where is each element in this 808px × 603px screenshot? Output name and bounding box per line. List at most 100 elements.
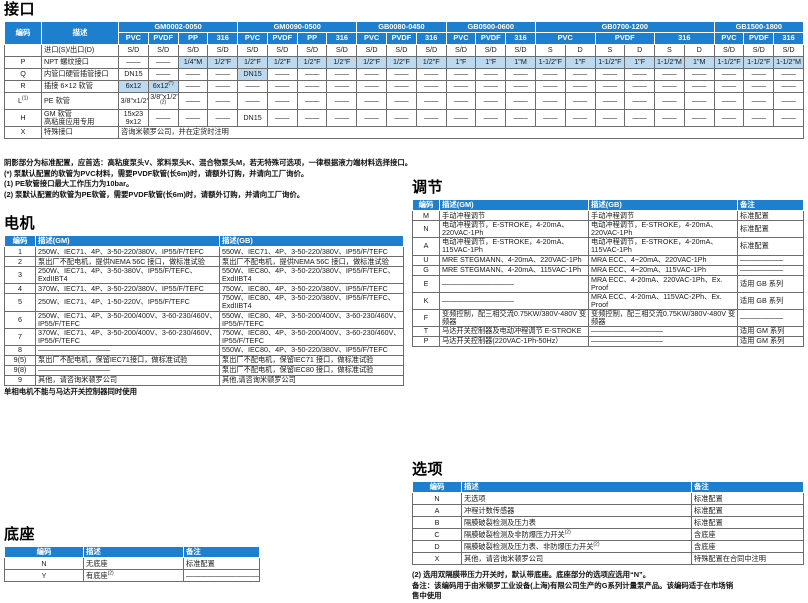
regulation-col-desc-gb: 描述(GB) xyxy=(588,198,738,212)
option-row-remark: 标准配置 xyxy=(691,516,804,530)
interface-cell: S/D xyxy=(445,43,477,57)
interface-cell: 1-1/2"F xyxy=(713,55,745,69)
interface-material-GB0700-1200-PVC: PVC xyxy=(534,32,596,45)
motor-row-desc-gb: 750W、IEC80、4P、3-50-220/380V、IP55/F/TEFC、… xyxy=(219,293,404,312)
interface-cell: —— xyxy=(296,108,328,127)
interface-cell: —— xyxy=(266,91,298,110)
interface-col-code: 编码 xyxy=(4,21,42,45)
regulation-row-code: F xyxy=(412,308,440,327)
interface-row-desc: 插接 6×12 软管 xyxy=(41,79,119,93)
interface-cell: —— xyxy=(624,79,656,93)
regulation-row-desc-gm: —————————— xyxy=(439,291,589,310)
motor-header-row: 编码 描述(GM) 描述(GB) xyxy=(4,234,404,248)
interface-cell: —— xyxy=(475,79,507,93)
interface-row-code: H xyxy=(4,108,42,127)
option-row-desc: 无选项 xyxy=(461,492,692,506)
regulation-row-remark: 标准配置 xyxy=(737,220,804,239)
interface-cell: —— xyxy=(326,79,358,93)
interface-cell: —— xyxy=(177,108,209,127)
regulation-row-remark: 适用 GM 系列 xyxy=(737,335,804,347)
interface-cell: —— xyxy=(683,108,715,127)
motor-row-code: 9(5) xyxy=(4,354,36,366)
regulation-row-remark: 适用 GB 系列 xyxy=(737,274,804,293)
regulation-row-code: K xyxy=(412,291,440,310)
interface-row-code xyxy=(4,43,42,57)
interface-row-desc: 进口(S)/出口(D) xyxy=(41,43,119,57)
interface-cell: —— xyxy=(207,67,239,81)
motor-row-desc-gb: 泵出厂不配电机，保留IEC80 接口，做标准试验 xyxy=(219,364,404,376)
interface-material-GM0090-0500-316: 316 xyxy=(326,32,358,45)
motor-row-desc-gm: 370W、IEC71、4P、3-50-220/380V、IP55/F/TEFC xyxy=(35,283,220,295)
interface-material-GM0002-0050-PVDF: PVDF xyxy=(147,32,179,45)
interface-cell: —— xyxy=(534,108,566,127)
option-row-desc: 其他，请咨询米顿罗公司 xyxy=(461,552,692,566)
interface-cell: —— xyxy=(177,91,209,110)
option-row-code: B xyxy=(412,516,462,530)
motor-table-body: 1 250W、IEC71、4P、3-50-220/380V、IP55/F/TEFC… xyxy=(4,246,404,386)
motor-col-desc-gb: 描述(GB) xyxy=(219,234,404,248)
interface-notes: 阴影部分为标准配置，应首选：高粘度泵头V、浆料泵头K、混合物泵头M，若无特殊可选… xyxy=(4,158,804,201)
interface-material-GM0090-0500-PP: PP xyxy=(296,32,328,45)
regulation-row-desc-gm: —————————— xyxy=(439,274,589,293)
interface-cell: S/D xyxy=(177,43,209,57)
interface-cell: —— xyxy=(743,108,775,127)
base-col-remark: 备注 xyxy=(183,545,260,559)
motor-row-code: 6 xyxy=(4,310,36,329)
interface-row-code: L(1) xyxy=(4,91,42,110)
interface-cell: S/D xyxy=(326,43,358,57)
interface-cell: —— xyxy=(743,91,775,110)
motor-row-desc-gm: 其他，请咨询米顿罗公司 xyxy=(35,374,220,386)
option-row-remark: 标准配置 xyxy=(691,492,804,506)
option-col-desc: 描述 xyxy=(461,480,692,494)
table-row: 4 370W、IEC71、4P、3-50-220/380V、IP55/F/TEFC… xyxy=(4,283,404,295)
option-table-head: 编码 描述 备注 xyxy=(412,480,804,494)
interface-cell: —— xyxy=(415,79,447,93)
interface-cell: —— xyxy=(356,67,388,81)
interface-cell: 6x12(*) xyxy=(147,79,179,93)
interface-cell: S/D xyxy=(713,43,745,57)
regulation-header-row: 编码 描述(GM) 描述(GB) 备注 xyxy=(412,198,804,212)
motor-row-desc-gm: 泵出厂不配电机，保留IEC71接口，做标准试验 xyxy=(35,354,220,366)
regulation-row-desc-gm: 变频控制，配三相交流0.75KW/380V-480V 变频器 xyxy=(439,308,589,327)
table-row: H GM 软管 高粘度应用专用 15x23 9x12 —— —— —— DN15 —— —— —— ——… xyxy=(4,108,804,127)
interface-cell: 1/4"M xyxy=(177,55,209,69)
table-row: K —————————— MRA ECC、4-20mA、115VAC-2Ph、Ex.… xyxy=(412,291,804,310)
interface-cell: —— xyxy=(534,79,566,93)
option-row-remark: 含底座 xyxy=(691,528,804,542)
regulation-row-desc-gb: 变频控制，配三相交流0.75KW/380V-480V 变频器 xyxy=(588,308,738,327)
interface-cell: —— xyxy=(147,108,179,127)
motor-row-code: 2 xyxy=(4,256,36,268)
interface-note-2: (1) PE软管接口最大工作压力为10bar。 xyxy=(4,179,134,189)
interface-cell: —— xyxy=(773,79,804,93)
table-row: U MRE STEGMANN、4-20mA、220VAC-1Ph MRA ECC、4… xyxy=(412,254,804,266)
interface-table-head: 编码 描述 GM0002-0050 GM0090-0500 GB0080-045… xyxy=(4,20,805,45)
interface-note-0: 阴影部分为标准配置，应首选：高粘度泵头V、浆料泵头K、混合物泵头M，若无特殊可选… xyxy=(4,158,413,167)
option-row-code: A xyxy=(412,504,462,518)
table-row: N 无选项 标准配置 xyxy=(412,492,804,506)
motor-row-desc-gb: 550W、IEC80、4P、3-50-220/380V、IP55/F/TEFC、… xyxy=(219,266,404,285)
interface-cell: —— xyxy=(237,91,268,110)
regulation-row-desc-gb: MRA ECC、4~20mA、115VAC-1Ph xyxy=(588,264,738,276)
interface-cell: 1"F xyxy=(445,55,477,69)
interface-title: 接口 xyxy=(4,1,36,18)
base-title: 底座 xyxy=(4,526,36,543)
regulation-row-remark: 标准配置 xyxy=(737,237,804,256)
interface-cell: —— xyxy=(386,67,417,81)
interface-cell: —— xyxy=(266,108,298,127)
interface-cell: —— xyxy=(356,91,388,110)
base-col-desc: 描述 xyxy=(83,545,184,559)
regulation-table-head: 编码 描述(GM) 描述(GB) 备注 xyxy=(412,198,804,212)
interface-cell: DN15 xyxy=(237,108,268,127)
interface-cell: —— xyxy=(237,79,268,93)
motor-row-desc-gb: 550W、IEC80、4P、3-50-200/400V、3-60-230/460… xyxy=(219,310,404,329)
table-row: 6 250W、IEC71、4P、3-50-200/400V、3-60-230/46… xyxy=(4,310,404,329)
interface-cell: —— xyxy=(654,91,685,110)
motor-row-code: 7 xyxy=(4,327,36,346)
motor-row-code: 9(8) xyxy=(4,364,36,376)
motor-row-desc-gb: 750W、IEC80、4P、3-50-200/400V、3-60-230/460… xyxy=(219,327,404,346)
interface-row-code: P xyxy=(4,55,42,69)
option-row-code: D xyxy=(412,540,462,554)
base-row-remark: 标准配置 xyxy=(183,557,260,571)
base-row-code: Y xyxy=(4,569,84,583)
